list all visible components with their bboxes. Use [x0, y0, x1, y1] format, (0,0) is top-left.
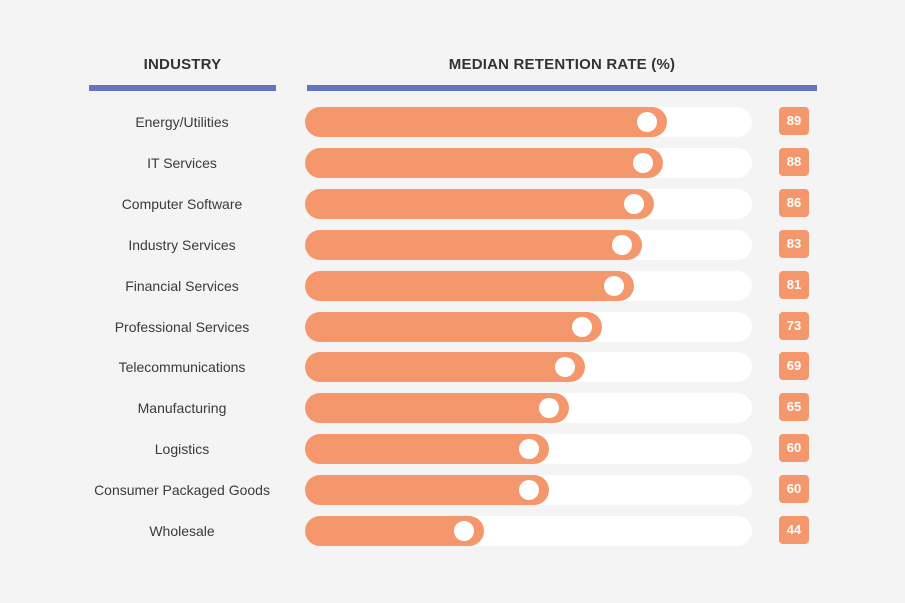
bar-knob: [539, 398, 560, 418]
bar-knob: [518, 439, 539, 459]
bar-row: Energy/Utilities 89: [0, 107, 905, 137]
category-label: Telecommunications: [118, 359, 246, 375]
category-label: Professional Services: [114, 319, 250, 335]
bar-knob: [453, 521, 474, 541]
bar-fill: [305, 475, 549, 505]
bar-fill: [305, 434, 549, 464]
bar-track: [305, 230, 752, 260]
bar-row: Telecommunications 69: [0, 352, 905, 382]
bar-track: [305, 189, 752, 219]
category-label: Consumer Packaged Goods: [94, 482, 270, 498]
bar-row: Professional Services 73: [0, 312, 905, 342]
bar-knob: [604, 276, 625, 296]
retention-rate-column-header: MEDIAN RETENTION RATE (%): [448, 56, 676, 73]
bar-row: Consumer Packaged Goods 60: [0, 475, 905, 505]
category-label: Logistics: [154, 441, 210, 457]
bar-track: [305, 434, 752, 464]
value-badge: 88: [779, 148, 809, 176]
industry-header-rule: [89, 85, 276, 91]
bar-fill: [305, 230, 643, 260]
bar-fill: [305, 271, 635, 301]
bar-row: Logistics 60: [0, 434, 905, 464]
category-label: Computer Software: [121, 196, 243, 212]
bar-row: Wholesale 44: [0, 516, 905, 546]
bar-knob: [518, 480, 539, 500]
bar-track: [305, 271, 752, 301]
value-badge: 81: [779, 271, 809, 299]
bar-row: IT Services 88: [0, 148, 905, 178]
value-badge: 69: [779, 352, 809, 380]
bar-knob: [555, 357, 576, 377]
category-label: Industry Services: [128, 237, 236, 253]
bar-track: [305, 148, 752, 178]
bar-row: Computer Software 86: [0, 189, 905, 219]
value-badge: 60: [779, 434, 809, 462]
industry-column-header: INDUSTRY: [143, 56, 222, 73]
value-badge: 86: [779, 189, 809, 217]
bar-track: [305, 393, 752, 423]
bar-row: Industry Services 83: [0, 230, 905, 260]
bar-track: [305, 107, 752, 137]
category-label: Energy/Utilities: [135, 114, 229, 130]
bar-fill: [305, 148, 663, 178]
bar-fill: [305, 393, 570, 423]
bar-fill: [305, 189, 655, 219]
value-badge: 89: [779, 107, 809, 135]
bar-knob: [571, 317, 592, 337]
category-label: Financial Services: [125, 278, 239, 294]
bar-fill: [305, 312, 602, 342]
value-badge: 60: [779, 475, 809, 503]
bar-track: [305, 475, 752, 505]
bar-track: [305, 352, 752, 382]
value-badge: 44: [779, 516, 809, 544]
rate-header-rule: [307, 85, 817, 91]
value-badge: 83: [779, 230, 809, 258]
value-badge: 65: [779, 393, 809, 421]
bar-track: [305, 312, 752, 342]
bar-fill: [305, 107, 667, 137]
value-badge: 73: [779, 312, 809, 340]
bar-row: Financial Services 81: [0, 271, 905, 301]
category-label: IT Services: [147, 155, 217, 171]
bar-knob: [624, 194, 645, 214]
category-label: Manufacturing: [137, 400, 227, 416]
category-label: Wholesale: [149, 523, 215, 539]
bar-knob: [612, 235, 633, 255]
bar-knob: [636, 112, 657, 132]
bar-track: [305, 516, 752, 546]
bar-row: Manufacturing 65: [0, 393, 905, 423]
bar-knob: [632, 153, 653, 173]
bar-fill: [305, 352, 586, 382]
